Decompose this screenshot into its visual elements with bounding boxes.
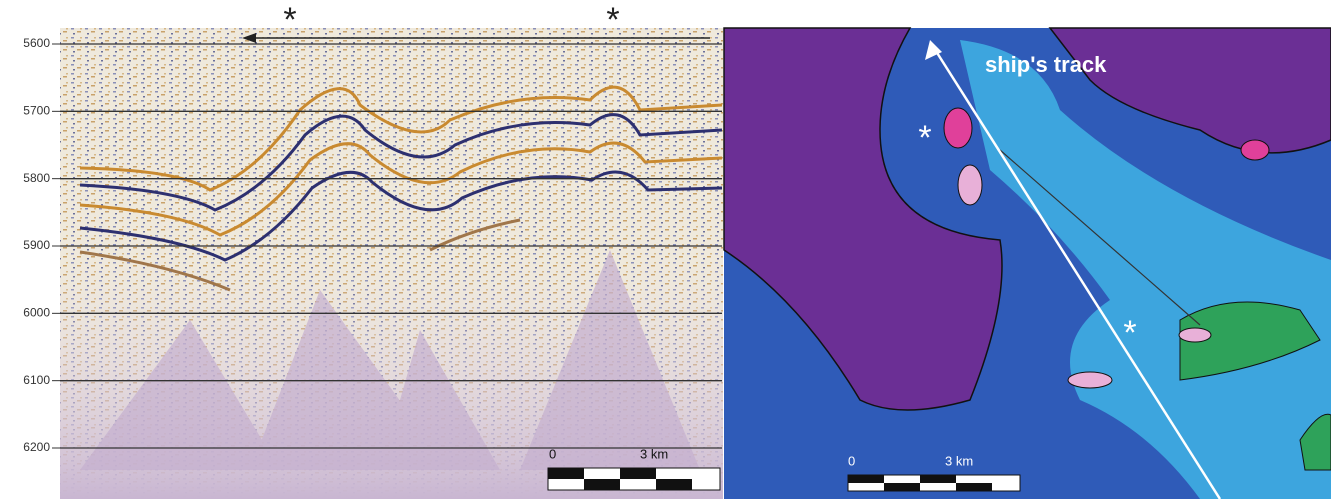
- marker: *: [283, 1, 296, 39]
- marker: *: [1123, 314, 1136, 352]
- scale-end: 3 km: [945, 453, 973, 468]
- depth-label: 5700: [23, 104, 50, 118]
- depth-label: 6100: [23, 373, 50, 387]
- scale-start: 0: [848, 453, 855, 468]
- depth-label: 6200: [23, 440, 50, 454]
- scale-start: 0: [549, 446, 556, 461]
- scale-end: 3 km: [640, 446, 668, 461]
- track-label: ship's track: [985, 52, 1107, 77]
- marker: *: [918, 119, 931, 157]
- depth-label: 5600: [23, 36, 50, 50]
- depth-label: 6000: [23, 306, 50, 320]
- marker: *: [606, 1, 619, 39]
- map-panel: ship's track * * 0 3 km: [724, 28, 1331, 499]
- seismic-panel: 5600 5700 5800 5900 6000 6100 6200 * * 0 3 km: [23, 1, 723, 499]
- depth-label: 5800: [23, 171, 50, 185]
- figure: 5600570058005900600061006200 * * 0 3 km …: [0, 0, 1331, 499]
- depth-label: 5900: [23, 238, 50, 252]
